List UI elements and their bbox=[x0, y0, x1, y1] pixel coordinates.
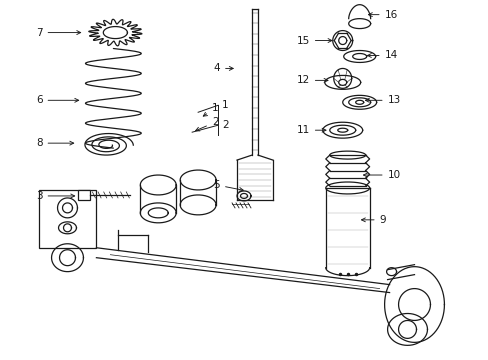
Text: 6: 6 bbox=[36, 95, 79, 105]
Text: 14: 14 bbox=[366, 50, 397, 60]
Text: 16: 16 bbox=[367, 10, 397, 20]
Text: 9: 9 bbox=[361, 215, 386, 225]
Text: 13: 13 bbox=[365, 95, 400, 105]
Text: 11: 11 bbox=[296, 125, 325, 135]
Bar bbox=[39, 190, 96, 248]
Text: 12: 12 bbox=[296, 75, 327, 85]
Text: 7: 7 bbox=[36, 28, 81, 37]
Text: 1: 1 bbox=[222, 100, 228, 110]
Text: 10: 10 bbox=[363, 170, 400, 180]
Text: 2: 2 bbox=[195, 117, 218, 131]
Text: 3: 3 bbox=[36, 191, 75, 201]
Text: 2: 2 bbox=[222, 120, 228, 130]
Text: 4: 4 bbox=[213, 63, 233, 73]
Text: 5: 5 bbox=[213, 180, 243, 192]
Text: 15: 15 bbox=[296, 36, 331, 46]
Text: 8: 8 bbox=[36, 138, 74, 148]
Bar bbox=[78, 190, 90, 200]
Text: 1: 1 bbox=[203, 103, 218, 116]
